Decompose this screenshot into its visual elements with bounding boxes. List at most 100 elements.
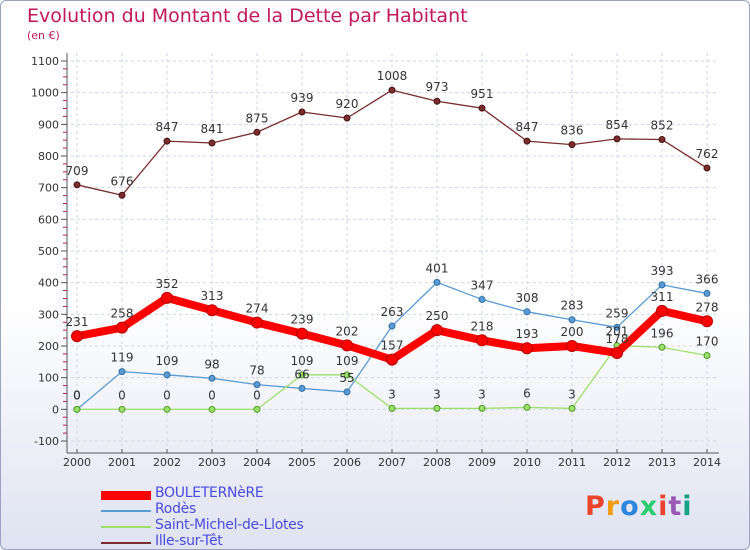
x-tick-label: 2006: [333, 456, 361, 469]
x-tick-label: 2001: [108, 456, 136, 469]
data-label: 762: [696, 147, 719, 161]
data-point: [118, 191, 126, 199]
data-point: [343, 388, 351, 396]
data-point: [523, 137, 531, 145]
data-label: 709: [66, 164, 89, 178]
data-label: 401: [426, 261, 449, 275]
data-label: 201: [606, 325, 629, 339]
data-point: [298, 371, 306, 379]
data-label: 278: [696, 300, 719, 314]
data-label: 847: [516, 120, 539, 134]
data-label: 0: [73, 388, 81, 402]
data-point: [161, 291, 173, 304]
x-tick-label: 2014: [693, 456, 721, 469]
data-point: [703, 289, 711, 297]
data-label: 847: [156, 120, 179, 134]
logo-letter: P: [585, 491, 606, 522]
data-point: [658, 343, 666, 351]
data-point: [613, 323, 621, 331]
y-tick-label: 600: [38, 213, 59, 226]
data-label: 852: [651, 119, 674, 133]
legend-swatch: [101, 510, 151, 512]
x-tick-label: 2002: [153, 456, 181, 469]
data-label: 920: [336, 97, 359, 111]
y-tick-label: 700: [38, 182, 59, 195]
x-tick-label: 2010: [513, 456, 541, 469]
logo-letter: r: [605, 491, 621, 522]
data-point: [343, 371, 351, 379]
logo-letter: i: [658, 491, 669, 522]
x-tick-label: 2005: [288, 456, 316, 469]
data-label: 119: [111, 351, 134, 365]
data-point: [163, 137, 171, 145]
data-label: 352: [156, 277, 179, 291]
data-label: 0: [208, 388, 216, 402]
data-label: 200: [561, 325, 584, 339]
data-point: [163, 405, 171, 413]
data-point: [568, 316, 576, 324]
data-point: [388, 322, 396, 330]
data-label: 0: [163, 388, 171, 402]
x-tick-label: 2004: [243, 456, 271, 469]
y-tick-label: 100: [38, 372, 59, 385]
logo-letter: x: [639, 491, 659, 522]
data-label: 283: [561, 299, 584, 313]
data-label: 308: [516, 291, 539, 305]
y-tick-label: 400: [38, 277, 59, 290]
data-point: [433, 404, 441, 412]
logo-letter: t: [668, 491, 683, 522]
data-label: 66: [294, 367, 309, 381]
x-tick-label: 2000: [63, 456, 91, 469]
data-label: 78: [249, 364, 264, 378]
data-label: 109: [291, 354, 314, 368]
data-point: [523, 403, 531, 411]
x-tick-label: 2013: [648, 456, 676, 469]
data-point: [163, 371, 171, 379]
data-point: [253, 405, 261, 413]
data-point: [433, 97, 441, 105]
data-label: 854: [606, 118, 629, 132]
data-point: [703, 164, 711, 172]
data-point: [206, 304, 218, 317]
data-label: 178: [606, 332, 629, 346]
data-point: [523, 308, 531, 316]
data-point: [298, 384, 306, 392]
x-tick-label: 2011: [558, 456, 586, 469]
data-point: [478, 295, 486, 303]
data-point: [253, 381, 261, 389]
x-tick-label: 2012: [603, 456, 631, 469]
y-tick-label: 200: [38, 340, 59, 353]
data-label: 109: [336, 354, 359, 368]
data-point: [568, 141, 576, 149]
data-point: [433, 278, 441, 286]
data-point: [478, 404, 486, 412]
data-point: [343, 114, 351, 122]
data-point: [431, 324, 443, 337]
data-label: 231: [66, 315, 89, 329]
data-point: [478, 104, 486, 112]
data-point: [251, 316, 263, 329]
data-point: [208, 374, 216, 382]
data-point: [566, 340, 578, 352]
data-label: 366: [696, 272, 719, 286]
data-label: 193: [516, 327, 539, 341]
legend-label: Rodès: [155, 501, 196, 517]
data-point: [298, 108, 306, 116]
data-label: 157: [381, 339, 404, 353]
logo-letter: i: [682, 491, 693, 522]
data-label: 250: [426, 309, 449, 323]
x-tick-label: 2008: [423, 456, 451, 469]
legend-label: Ille-sur-Têt: [155, 533, 223, 549]
y-tick-label: -100: [34, 435, 59, 448]
data-point: [73, 181, 81, 189]
data-point: [71, 330, 83, 343]
data-label: 170: [696, 335, 719, 349]
data-label: 311: [651, 290, 674, 304]
data-label: 3: [568, 387, 576, 401]
data-point: [73, 405, 81, 413]
data-point: [116, 321, 128, 334]
data-label: 0: [253, 388, 261, 402]
data-point: [118, 368, 126, 376]
